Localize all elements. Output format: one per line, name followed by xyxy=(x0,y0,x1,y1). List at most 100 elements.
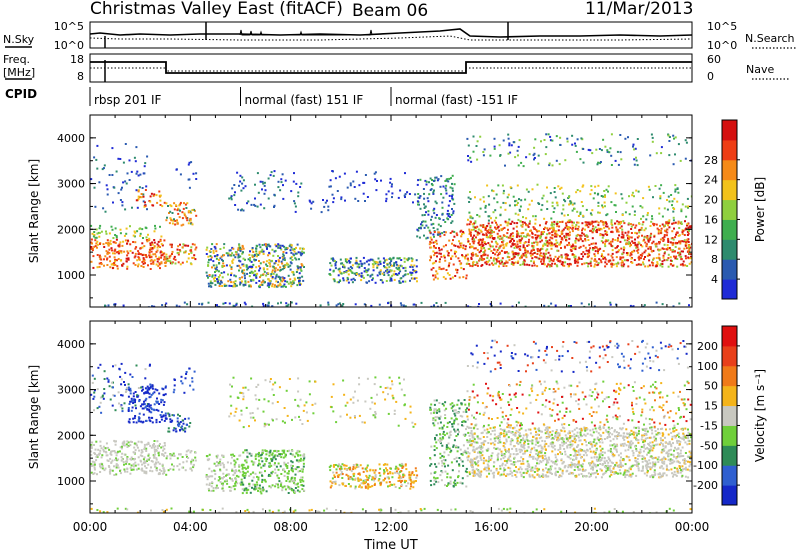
heatmap-cell xyxy=(247,280,250,283)
heatmap-cell xyxy=(519,220,522,223)
heatmap-cell xyxy=(610,265,613,268)
heatmap-cell xyxy=(508,204,511,207)
heatmap-cell xyxy=(661,265,664,268)
heatmap-cell xyxy=(581,232,584,235)
heatmap-cell xyxy=(438,266,441,269)
heatmap-cell xyxy=(168,415,171,418)
heatmap-cell xyxy=(552,227,555,230)
heatmap-cell xyxy=(259,267,262,270)
heatmap-cell xyxy=(125,227,128,230)
heatmap-cell xyxy=(474,196,476,199)
heatmap-cell xyxy=(377,257,380,260)
heatmap-cell xyxy=(260,274,262,277)
heatmap-cell xyxy=(155,400,158,403)
heatmap-cell xyxy=(241,276,244,279)
heatmap-cell xyxy=(557,229,560,232)
heatmap-cell xyxy=(559,259,562,262)
heatmap-cell xyxy=(347,267,350,270)
heatmap-cell xyxy=(602,234,605,237)
heatmap-cell xyxy=(600,240,603,243)
heatmap-cell xyxy=(400,259,403,261)
heatmap-cell xyxy=(114,364,117,367)
heatmap-cell xyxy=(141,467,144,470)
heatmap-cell xyxy=(121,394,124,397)
heatmap-cell xyxy=(432,305,435,307)
heatmap-cell xyxy=(154,253,157,256)
heatmap-cell xyxy=(531,188,534,191)
heatmap-cell xyxy=(148,237,151,240)
heatmap-cell xyxy=(332,197,335,200)
heatmap-cell xyxy=(207,264,210,267)
heatmap-cell xyxy=(273,206,275,208)
heatmap-cell xyxy=(212,487,215,489)
heatmap-cell xyxy=(108,470,111,473)
heatmap-cell xyxy=(380,179,382,182)
heatmap-cell xyxy=(618,234,621,237)
heatmap-cell xyxy=(143,165,146,168)
heatmap-cell xyxy=(528,238,530,241)
heatmap-cell xyxy=(635,159,638,162)
heatmap-cell xyxy=(540,208,543,211)
heatmap-cell xyxy=(567,219,570,222)
heatmap-cell xyxy=(138,399,141,401)
heatmap-cell xyxy=(653,223,656,225)
heatmap-cell xyxy=(543,304,546,307)
heatmap-cell xyxy=(479,198,482,201)
heatmap-cell xyxy=(229,489,232,492)
heatmap-cell xyxy=(134,449,137,452)
heatmap-cell xyxy=(515,203,518,206)
heatmap-cell xyxy=(657,249,660,252)
heatmap-cell xyxy=(132,465,135,468)
heatmap-cell xyxy=(241,176,244,179)
heatmap-cell xyxy=(146,460,148,462)
heatmap-cell xyxy=(514,245,517,248)
heatmap-cell xyxy=(120,459,123,462)
heatmap-cell xyxy=(228,486,231,488)
heatmap-cell xyxy=(584,228,586,231)
heatmap-cell xyxy=(168,255,171,258)
heatmap-cell xyxy=(255,486,258,489)
heatmap-cell xyxy=(104,210,107,213)
heatmap-cell xyxy=(122,444,125,447)
heatmap-cell xyxy=(433,207,436,210)
heatmap-cell xyxy=(596,193,599,196)
heatmap-cell xyxy=(117,458,120,461)
heatmap-cell xyxy=(577,215,580,217)
heatmap-cell xyxy=(519,245,522,248)
heatmap-cell xyxy=(435,242,438,245)
heatmap-cell xyxy=(272,394,275,396)
heatmap-cell xyxy=(163,469,166,472)
heatmap-cell xyxy=(483,258,486,261)
heatmap-cell xyxy=(240,248,243,251)
heatmap-cell xyxy=(473,238,475,241)
heatmap-cell xyxy=(259,262,262,265)
heatmap-cell xyxy=(90,463,93,466)
heatmap-cell xyxy=(381,272,384,275)
heatmap-cell xyxy=(137,174,140,177)
heatmap-cell xyxy=(496,201,499,204)
heatmap-cell xyxy=(164,414,167,417)
heatmap-cell xyxy=(127,252,130,255)
heatmap-cell xyxy=(574,255,577,258)
heatmap-cell xyxy=(467,155,469,157)
heatmap-cell xyxy=(373,172,376,175)
heatmap-cell xyxy=(452,198,455,201)
heatmap-cell xyxy=(189,422,192,424)
heatmap-cell xyxy=(468,201,471,203)
heatmap-cell xyxy=(250,260,253,263)
heatmap-cell xyxy=(329,268,332,271)
heatmap-cell xyxy=(340,196,343,199)
heatmap-cell xyxy=(205,483,208,486)
heatmap-cell xyxy=(682,230,685,232)
heatmap-cell xyxy=(162,388,165,391)
heatmap-cell xyxy=(267,272,270,275)
heatmap-cell xyxy=(446,209,449,212)
heatmap-cell xyxy=(213,462,216,465)
heatmap-cell xyxy=(101,467,104,470)
heatmap-cell xyxy=(539,248,542,251)
heatmap-cell xyxy=(539,254,542,257)
heatmap-cell xyxy=(516,184,519,187)
heatmap-cell xyxy=(176,420,179,423)
heatmap-cell xyxy=(242,463,245,466)
heatmap-cell xyxy=(266,265,269,267)
